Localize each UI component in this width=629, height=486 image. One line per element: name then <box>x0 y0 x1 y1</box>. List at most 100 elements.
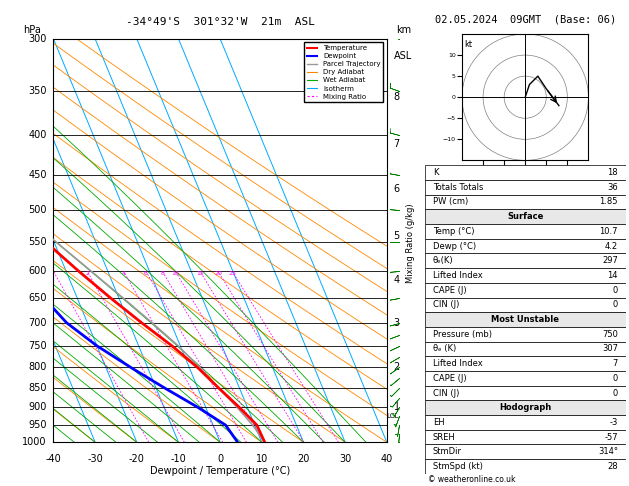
Text: CIN (J): CIN (J) <box>433 388 459 398</box>
Text: 6: 6 <box>144 271 148 276</box>
Text: 1000: 1000 <box>22 437 47 447</box>
Bar <box>425 400 626 415</box>
Text: 6: 6 <box>394 184 399 194</box>
Legend: Temperature, Dewpoint, Parcel Trajectory, Dry Adiabat, Wet Adiabat, Isotherm, Mi: Temperature, Dewpoint, Parcel Trajectory… <box>304 42 383 103</box>
Text: 450: 450 <box>28 170 47 180</box>
Text: 18: 18 <box>607 168 618 177</box>
Text: 400: 400 <box>28 130 47 140</box>
Text: 750: 750 <box>602 330 618 339</box>
Text: Pressure (mb): Pressure (mb) <box>433 330 492 339</box>
Text: StmDir: StmDir <box>433 447 462 456</box>
Bar <box>425 297 626 312</box>
Text: 1.85: 1.85 <box>599 197 618 207</box>
Bar <box>425 415 626 430</box>
Bar <box>425 327 626 342</box>
Text: 8: 8 <box>394 92 399 102</box>
Text: Hodograph: Hodograph <box>499 403 552 412</box>
Text: LCL: LCL <box>387 413 399 419</box>
Bar <box>425 239 626 253</box>
Text: 700: 700 <box>28 318 47 328</box>
Text: -20: -20 <box>129 454 145 464</box>
Text: 14: 14 <box>608 271 618 280</box>
Text: CIN (J): CIN (J) <box>433 300 459 310</box>
Bar <box>425 371 626 386</box>
Text: 650: 650 <box>28 293 47 303</box>
Text: 900: 900 <box>28 402 47 412</box>
Bar <box>425 194 626 209</box>
Text: 0: 0 <box>613 286 618 295</box>
Text: EH: EH <box>433 418 444 427</box>
Text: ASL: ASL <box>394 51 413 61</box>
Text: SREH: SREH <box>433 433 455 442</box>
Bar <box>425 165 626 180</box>
Text: 4.2: 4.2 <box>604 242 618 251</box>
Bar <box>425 430 626 445</box>
Text: 3: 3 <box>394 318 399 328</box>
Text: K: K <box>433 168 438 177</box>
Bar <box>425 459 626 474</box>
Text: km: km <box>396 25 411 35</box>
Text: 30: 30 <box>339 454 351 464</box>
Text: -10: -10 <box>170 454 186 464</box>
Text: 15: 15 <box>196 271 204 276</box>
Text: 40: 40 <box>381 454 393 464</box>
Text: 550: 550 <box>28 237 47 247</box>
Text: Lifted Index: Lifted Index <box>433 271 482 280</box>
Text: Mixing Ratio (g/kg): Mixing Ratio (g/kg) <box>406 203 415 283</box>
Text: Dewpoint / Temperature (°C): Dewpoint / Temperature (°C) <box>150 467 290 476</box>
Text: 36: 36 <box>607 183 618 192</box>
Text: 2: 2 <box>394 363 400 372</box>
Text: kt: kt <box>464 40 472 50</box>
Text: 10: 10 <box>172 271 179 276</box>
Text: 950: 950 <box>28 420 47 430</box>
Text: 800: 800 <box>28 363 47 372</box>
Text: © weatheronline.co.uk: © weatheronline.co.uk <box>428 474 515 484</box>
Text: 297: 297 <box>602 256 618 265</box>
Text: -3: -3 <box>610 418 618 427</box>
Bar <box>425 386 626 400</box>
Text: 7: 7 <box>394 139 400 149</box>
Text: CAPE (J): CAPE (J) <box>433 286 466 295</box>
Text: hPa: hPa <box>23 25 42 35</box>
Text: 10.7: 10.7 <box>599 227 618 236</box>
Text: 0: 0 <box>613 374 618 383</box>
Text: 500: 500 <box>28 205 47 215</box>
Text: 7: 7 <box>613 359 618 368</box>
Text: 20: 20 <box>298 454 309 464</box>
Text: 4: 4 <box>121 271 125 276</box>
Text: 10: 10 <box>256 454 268 464</box>
Bar <box>425 356 626 371</box>
Text: 600: 600 <box>28 266 47 276</box>
Bar <box>425 445 626 459</box>
Text: Dewp (°C): Dewp (°C) <box>433 242 476 251</box>
Bar <box>425 253 626 268</box>
Text: Surface: Surface <box>507 212 543 221</box>
Text: -57: -57 <box>604 433 618 442</box>
Text: 314°: 314° <box>598 447 618 456</box>
Text: 28: 28 <box>607 462 618 471</box>
Text: Lifted Index: Lifted Index <box>433 359 482 368</box>
Text: 0: 0 <box>613 300 618 310</box>
Text: 8: 8 <box>160 271 164 276</box>
Text: 0: 0 <box>613 388 618 398</box>
Bar <box>425 224 626 239</box>
Bar <box>425 180 626 194</box>
Text: 02.05.2024  09GMT  (Base: 06): 02.05.2024 09GMT (Base: 06) <box>435 15 616 25</box>
Text: 4: 4 <box>394 276 399 285</box>
Bar <box>425 268 626 283</box>
Text: Totals Totals: Totals Totals <box>433 183 483 192</box>
Text: Temp (°C): Temp (°C) <box>433 227 474 236</box>
Text: 5: 5 <box>394 231 400 241</box>
Text: 307: 307 <box>602 345 618 353</box>
Text: CAPE (J): CAPE (J) <box>433 374 466 383</box>
Text: 2: 2 <box>85 271 89 276</box>
Bar <box>425 209 626 224</box>
Text: Most Unstable: Most Unstable <box>491 315 559 324</box>
Text: StmSpd (kt): StmSpd (kt) <box>433 462 482 471</box>
Text: 300: 300 <box>28 34 47 44</box>
Text: PW (cm): PW (cm) <box>433 197 468 207</box>
Text: 850: 850 <box>28 383 47 393</box>
Bar <box>425 312 626 327</box>
Text: -40: -40 <box>45 454 62 464</box>
Text: 25: 25 <box>228 271 236 276</box>
